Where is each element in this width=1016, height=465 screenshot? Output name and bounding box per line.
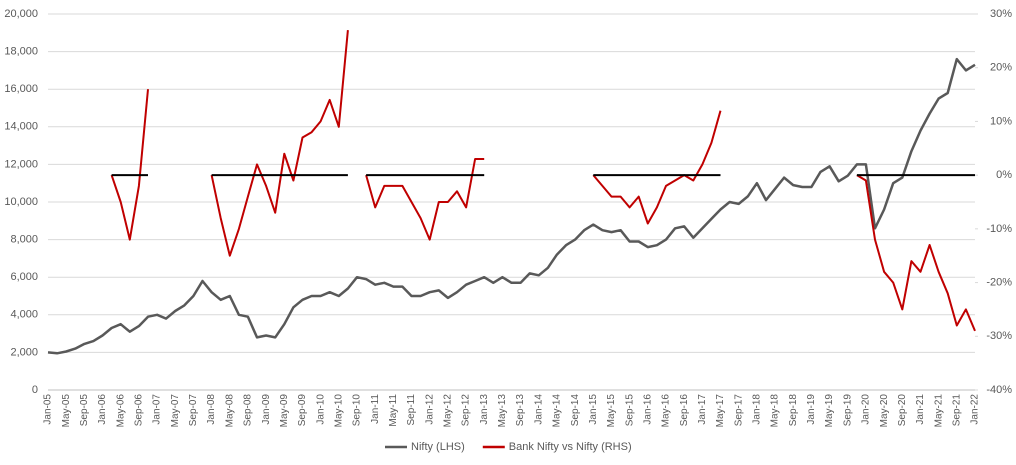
x-tick-label: Jan-16 bbox=[642, 394, 653, 425]
x-tick-label: Sep-16 bbox=[679, 394, 690, 427]
y-tick-label: 16,000 bbox=[4, 83, 38, 95]
x-tick-label: Jan-05 bbox=[43, 394, 54, 425]
y-tick-label: 12,000 bbox=[4, 158, 38, 170]
x-tick-label: May-08 bbox=[224, 394, 235, 428]
x-tick-label: Jan-09 bbox=[261, 394, 272, 425]
y-tick-label: 8,000 bbox=[10, 234, 38, 246]
y2-tick-label: -30% bbox=[986, 330, 1012, 342]
x-tick-label: Sep-10 bbox=[352, 394, 363, 427]
x-tick-label: May-17 bbox=[715, 394, 726, 428]
x-tick-label: Jan-22 bbox=[970, 394, 981, 425]
x-tick-label: Jan-15 bbox=[588, 394, 599, 425]
x-tick-label: May-18 bbox=[770, 394, 781, 428]
x-tick-label: Jan-07 bbox=[152, 394, 163, 425]
y-tick-label: 10,000 bbox=[4, 196, 38, 208]
x-tick-label: Sep-19 bbox=[842, 394, 853, 427]
x-tick-label: Jan-08 bbox=[206, 394, 217, 425]
x-tick-label: Sep-05 bbox=[79, 394, 90, 427]
x-tick-label: Sep-09 bbox=[297, 394, 308, 427]
y-tick-label: 20,000 bbox=[4, 8, 38, 20]
x-tick-label: Jan-13 bbox=[479, 394, 490, 425]
x-tick-label: Jan-19 bbox=[806, 394, 817, 425]
y2-tick-label: 0% bbox=[996, 169, 1012, 181]
x-tick-label: Sep-13 bbox=[515, 394, 526, 427]
x-tick-label: Jan-06 bbox=[97, 394, 108, 425]
legend-label: Nifty (LHS) bbox=[411, 441, 465, 453]
y2-tick-label: 10% bbox=[990, 115, 1012, 127]
y-tick-label: 6,000 bbox=[10, 271, 38, 283]
x-tick-label: May-15 bbox=[606, 394, 617, 428]
x-tick-label: May-11 bbox=[388, 394, 399, 427]
x-tick-label: May-19 bbox=[824, 394, 835, 428]
x-tick-label: Sep-06 bbox=[134, 394, 145, 427]
x-tick-label: May-21 bbox=[933, 394, 944, 428]
y-tick-label: 14,000 bbox=[4, 121, 38, 133]
y2-tick-label: -40% bbox=[986, 384, 1012, 396]
x-tick-label: Jan-18 bbox=[752, 394, 763, 425]
y2-tick-label: 30% bbox=[990, 8, 1012, 20]
x-tick-label: Jan-12 bbox=[424, 394, 435, 425]
x-tick-label: May-10 bbox=[333, 394, 344, 428]
y-tick-label: 0 bbox=[32, 384, 38, 396]
x-tick-label: May-14 bbox=[552, 394, 563, 428]
x-tick-label: May-06 bbox=[115, 394, 126, 428]
x-tick-label: Sep-21 bbox=[951, 394, 962, 427]
x-tick-label: Jan-20 bbox=[861, 394, 872, 425]
y-tick-label: 18,000 bbox=[4, 46, 38, 58]
x-tick-label: Sep-17 bbox=[733, 394, 744, 427]
y2-tick-label: 20% bbox=[990, 62, 1012, 74]
x-tick-label: May-16 bbox=[661, 394, 672, 428]
x-tick-label: Jan-14 bbox=[533, 394, 544, 425]
x-tick-label: May-13 bbox=[497, 394, 508, 428]
x-tick-label: May-09 bbox=[279, 394, 290, 428]
series-line bbox=[47, 57, 976, 355]
x-tick-label: May-12 bbox=[443, 394, 454, 428]
x-tick-label: Jan-11 bbox=[370, 394, 381, 424]
x-tick-label: Sep-18 bbox=[788, 394, 799, 427]
x-tick-label: Jan-17 bbox=[697, 394, 708, 425]
y-tick-label: 2,000 bbox=[10, 346, 38, 358]
x-tick-label: Sep-08 bbox=[243, 394, 254, 427]
x-tick-label: Jan-10 bbox=[315, 394, 326, 425]
y2-tick-label: -10% bbox=[986, 223, 1012, 235]
y-tick-label: 4,000 bbox=[10, 309, 38, 321]
series-line bbox=[110, 30, 976, 332]
x-tick-label: Sep-07 bbox=[188, 394, 199, 427]
x-tick-label: May-20 bbox=[879, 394, 890, 428]
x-tick-label: May-07 bbox=[170, 394, 181, 428]
x-tick-label: Sep-20 bbox=[897, 394, 908, 427]
y2-tick-label: -20% bbox=[986, 276, 1012, 288]
x-tick-label: Jan-21 bbox=[915, 394, 926, 425]
legend-label: Bank Nifty vs Nifty (RHS) bbox=[509, 441, 632, 453]
x-tick-label: Sep-11 bbox=[406, 394, 417, 426]
x-tick-label: Sep-12 bbox=[461, 394, 472, 427]
x-tick-label: May-05 bbox=[61, 394, 72, 428]
x-tick-label: Sep-15 bbox=[624, 394, 635, 427]
x-tick-label: Sep-14 bbox=[570, 394, 581, 427]
